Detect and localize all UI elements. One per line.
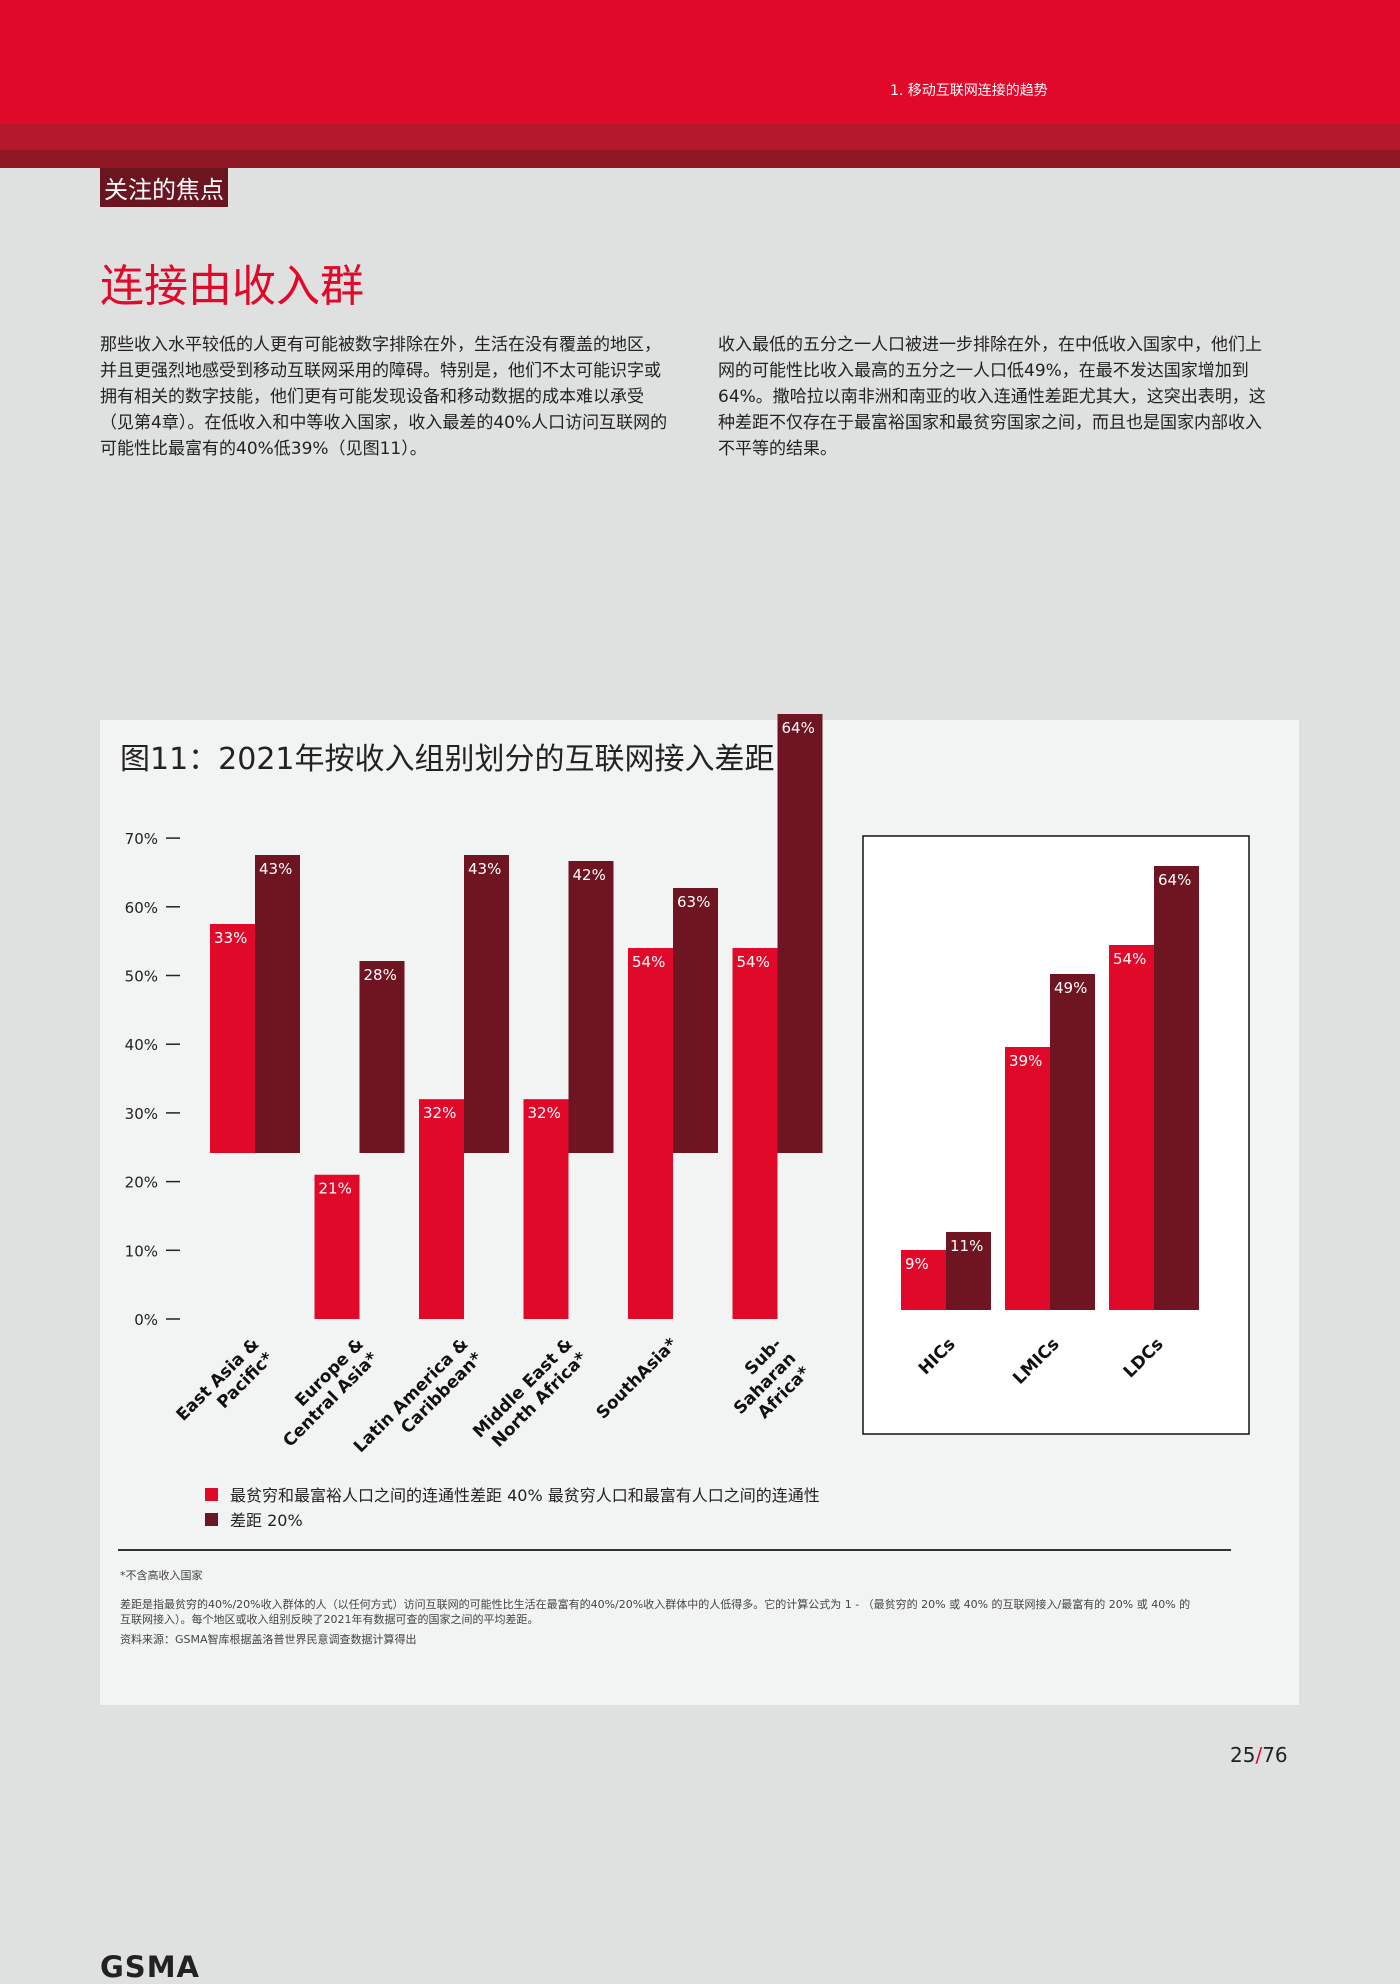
bar-label-gap20: 43% (468, 860, 501, 878)
figure-title: 图11：2021年按收入组别划分的互联网接入差距 (120, 742, 775, 777)
bar-label-gap40: 39% (1009, 1052, 1042, 1070)
bar-label-gap40: 54% (737, 953, 770, 971)
bar-gap40 (210, 924, 255, 1153)
page-number: 25/76 (1230, 1743, 1288, 1767)
bar-gap40 (901, 1250, 946, 1310)
paragraph-right: 收入最低的五分之一人口被进一步排除在外，在中低收入国家中，他们上网的可能性比收入… (718, 335, 1266, 459)
bar-label-gap20: 42% (573, 866, 606, 884)
y-tick-label: 10% (125, 1242, 158, 1260)
legend-label-40: 最贫穷和最富裕人口之间的连通性差距 40% 最贫穷人口和最富有人口之间的连通性 (230, 1486, 820, 1505)
legend-label-20: 差距 20% (230, 1511, 303, 1530)
bar-gap20 (255, 855, 300, 1153)
x-category-label-line: SouthAsia* (593, 1334, 682, 1423)
bar-gap40 (1109, 945, 1154, 1310)
y-tick-label: 30% (125, 1105, 158, 1123)
focus-tag: 关注的焦点 (100, 168, 228, 207)
bar-gap40 (523, 1099, 569, 1319)
footnote-asterisk: *不含高收入国家 (120, 1569, 203, 1582)
y-tick-label: 20% (125, 1174, 158, 1192)
x-category-label: East Asia &Pacific* (173, 1334, 278, 1425)
legend-swatch-40 (205, 1487, 218, 1501)
bar-gap20 (777, 714, 823, 1153)
y-tick-label: 40% (125, 1036, 158, 1054)
y-tick-label: 60% (125, 899, 158, 917)
bar-label-gap20: 64% (782, 719, 815, 737)
y-tick-label: 70% (125, 830, 158, 848)
bar-label-gap40: 32% (528, 1104, 561, 1122)
page-title: 连接由收入群 (100, 261, 364, 312)
section-title: 1. 移动互联网连接的趋势 (890, 83, 1048, 99)
page-total: 76 (1262, 1743, 1288, 1767)
bar-label-gap20: 28% (364, 966, 397, 984)
bar-gap20 (946, 1232, 991, 1310)
bar-gap40 (1005, 1047, 1050, 1310)
footnote-source: 资料来源：GSMA智库根据盖洛普世界民意调查数据计算得出 (120, 1633, 417, 1646)
header-stripe-dark (0, 150, 1400, 168)
bar-gap40 (732, 948, 778, 1319)
paragraph-left: 那些收入水平较低的人更有可能被数字排除在外，生活在没有覆盖的地区，并且更强烈地感… (100, 335, 668, 459)
y-tick-label: 50% (125, 968, 158, 986)
legend-swatch-20 (205, 1512, 218, 1526)
bar-gap40 (419, 1099, 464, 1319)
y-tick-label: 0% (134, 1311, 158, 1329)
bar-label-gap40: 33% (214, 929, 247, 947)
bar-gap40 (628, 948, 673, 1319)
bar-gap20 (673, 888, 718, 1153)
header-band (0, 0, 1400, 124)
header-stripe (0, 124, 1400, 150)
bar-label-gap40: 32% (423, 1104, 456, 1122)
page-separator: / (1255, 1743, 1263, 1767)
x-category-label: Middle East &North Africa* (469, 1334, 591, 1451)
bar-gap40 (314, 1174, 360, 1319)
bar-label-gap20: 43% (259, 860, 292, 878)
gsma-logo: GSMA (100, 1950, 200, 1984)
bar-label-gap20: 11% (950, 1237, 983, 1255)
footnote-definition: 差距是指最贫穷的40%/20%收入群体的人（以任何方式）访问互联网的可能性比生活… (120, 1598, 1191, 1626)
bar-gap20 (359, 961, 405, 1153)
bar-gap20 (1050, 974, 1095, 1310)
bar-label-gap40: 54% (632, 953, 665, 971)
bar-gap20 (568, 861, 614, 1153)
bar-gap20 (464, 855, 509, 1153)
bar-label-gap40: 9% (905, 1255, 929, 1273)
bar-label-gap20: 64% (1158, 871, 1191, 889)
bar-label-gap20: 63% (677, 893, 710, 911)
x-category-label: SouthAsia* (593, 1334, 682, 1423)
bar-gap20 (1154, 866, 1199, 1310)
page-current: 25 (1230, 1743, 1256, 1767)
bar-label-gap40: 21% (319, 1180, 352, 1198)
bar-label-gap40: 54% (1113, 950, 1146, 968)
bar-label-gap20: 49% (1054, 979, 1087, 997)
legend-item-40: 最贫穷和最富裕人口之间的连通性差距 40% 最贫穷人口和最富有人口之间的连通性 (205, 1482, 820, 1506)
footnote-divider (118, 1549, 1231, 1551)
legend-item-20: 差距 20% (205, 1507, 303, 1531)
